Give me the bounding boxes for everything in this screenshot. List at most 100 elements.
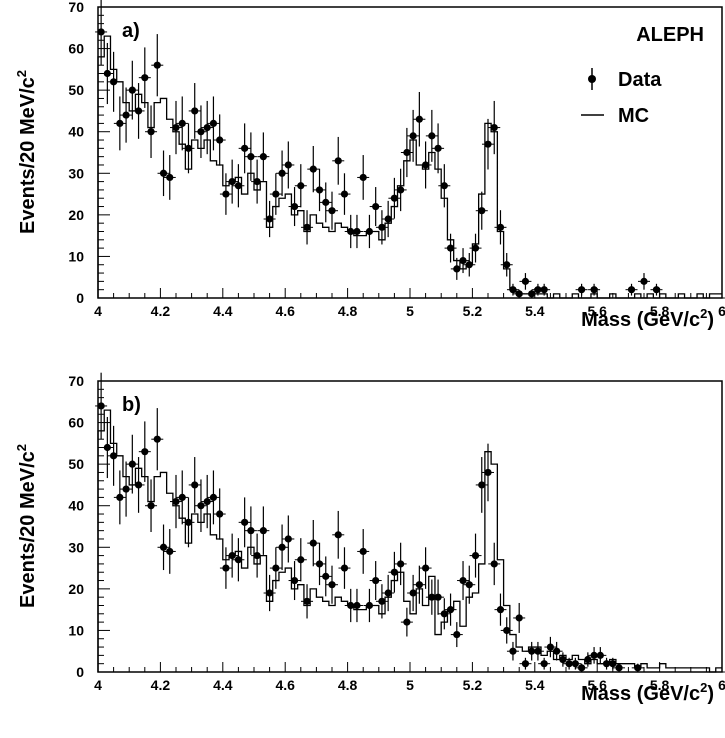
data-point — [540, 660, 548, 668]
data-point — [259, 527, 267, 535]
data-point — [384, 215, 392, 223]
data-point — [172, 497, 180, 506]
data-point — [490, 123, 498, 132]
data-point — [297, 182, 305, 190]
data-point — [353, 227, 361, 236]
data-point — [365, 601, 374, 610]
x-axis-label: Mass (GeV/c2) — [581, 306, 714, 331]
y-axis-label: Events/20 MeV/c2 — [14, 444, 39, 608]
x-tick-label: 6 — [718, 303, 725, 319]
data-point — [184, 144, 193, 152]
data-point — [347, 601, 355, 610]
y-tick-label: 40 — [68, 498, 84, 514]
y-tick-label: 60 — [68, 41, 84, 57]
data-point — [228, 552, 236, 560]
data-point — [128, 86, 136, 94]
data-point — [553, 647, 561, 655]
data-point — [384, 589, 392, 597]
data-point — [503, 626, 511, 635]
data-point — [422, 161, 430, 169]
data-point — [378, 223, 386, 231]
data-point — [596, 651, 604, 659]
data-point — [203, 497, 211, 506]
x-tick-label: 4.8 — [338, 303, 358, 319]
x-tick-label: 4.8 — [338, 677, 358, 693]
data-point — [397, 560, 405, 568]
y-tick-label: 70 — [68, 0, 84, 15]
data-point — [634, 664, 642, 672]
x-tick-label: 4.6 — [275, 677, 295, 693]
data-point — [359, 547, 367, 556]
data-point — [465, 261, 473, 269]
data-point — [503, 261, 511, 269]
data-point — [290, 576, 299, 585]
data-point — [284, 535, 292, 543]
data-point — [122, 485, 130, 493]
data-point — [496, 606, 505, 614]
data-point — [440, 610, 448, 618]
data-point — [459, 576, 467, 585]
data-point — [509, 647, 517, 655]
y-tick-label: 0 — [76, 290, 84, 306]
data-point — [103, 443, 111, 452]
mc-histogram — [97, 409, 722, 673]
data-point — [166, 173, 174, 182]
x-tick-label: 4.2 — [151, 303, 171, 319]
data-point — [266, 215, 274, 223]
data-point — [253, 552, 261, 560]
data-point — [159, 543, 168, 551]
data-point — [640, 277, 648, 285]
data-point — [434, 593, 442, 601]
x-tick-label: 5.6 — [587, 677, 607, 693]
data-point — [521, 660, 530, 668]
data-point — [209, 493, 218, 501]
panel-a: 4 4.2 4.4 4.6 4.8 5 5.2 5.4 5.6 5.8 60102030405060… — [14, 0, 725, 331]
data-point — [216, 136, 224, 144]
panel-b: 4 4.2 4.4 4.6 4.8 5 5.2 5.4 5.6 5.8 60102030405060… — [14, 372, 725, 705]
data-point — [484, 140, 492, 148]
legend-mc-label: MC — [618, 105, 649, 127]
data-point — [365, 227, 374, 236]
data-point — [141, 74, 149, 82]
x-tick-label: 5.4 — [525, 677, 545, 693]
data-point — [534, 647, 542, 655]
experiment-label: ALEPH — [636, 24, 704, 46]
data-point — [509, 286, 517, 294]
data-point — [446, 606, 455, 614]
x-tick-label: 5.4 — [525, 303, 545, 319]
y-tick-label: 20 — [68, 581, 84, 597]
data-point — [546, 643, 555, 651]
data-point — [415, 581, 423, 589]
data-point — [128, 460, 136, 468]
data-point — [278, 169, 286, 177]
data-point — [528, 647, 536, 655]
data-point — [627, 286, 636, 294]
data-point — [272, 564, 280, 572]
data-point — [97, 402, 105, 410]
data-point — [397, 186, 405, 194]
data-point — [178, 119, 186, 127]
y-tick-label: 30 — [68, 539, 84, 555]
x-tick-label: 5.2 — [463, 677, 483, 693]
data-point — [372, 576, 380, 585]
data-point — [584, 655, 592, 664]
data-point — [103, 69, 111, 78]
data-point — [172, 123, 180, 132]
data-point — [434, 144, 442, 152]
data-point — [453, 630, 461, 639]
data-point — [315, 560, 324, 568]
data-point — [496, 223, 505, 231]
y-tick-label: 10 — [68, 622, 84, 638]
data-point — [378, 597, 386, 605]
data-point — [234, 182, 242, 190]
data-point — [409, 132, 417, 140]
data-point — [471, 244, 480, 252]
x-tick-label: 4.4 — [213, 677, 233, 693]
data-point — [465, 581, 473, 589]
data-point — [297, 556, 305, 564]
data-point — [328, 207, 336, 215]
data-point — [284, 161, 292, 169]
x-tick-label: 5 — [406, 677, 414, 693]
data-point — [222, 190, 230, 198]
